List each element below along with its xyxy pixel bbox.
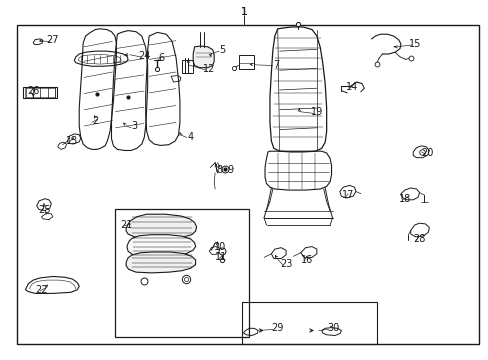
Polygon shape: [126, 252, 195, 273]
Bar: [238, 55, 254, 69]
Text: 25: 25: [39, 204, 51, 215]
Text: 3: 3: [131, 121, 137, 131]
Polygon shape: [193, 46, 214, 68]
Text: 16: 16: [300, 255, 313, 265]
Text: 2: 2: [92, 116, 98, 126]
Text: 27: 27: [46, 35, 59, 45]
Text: 28: 28: [412, 234, 425, 244]
Text: 17: 17: [341, 190, 354, 200]
Text: 10: 10: [213, 242, 226, 252]
Text: 8: 8: [216, 165, 222, 175]
Text: 19: 19: [310, 107, 323, 117]
Text: 1: 1: [241, 6, 247, 17]
Bar: [242, 302, 376, 344]
Text: 6: 6: [158, 53, 164, 63]
Polygon shape: [126, 214, 196, 238]
Text: 9: 9: [227, 165, 233, 175]
Text: 11: 11: [214, 252, 227, 262]
Bar: [23, 87, 57, 98]
Text: 23: 23: [279, 258, 292, 269]
Bar: [17, 25, 478, 344]
Text: 22: 22: [35, 285, 48, 295]
Text: 26: 26: [27, 86, 40, 96]
Text: 5: 5: [219, 45, 225, 55]
Text: 13: 13: [66, 136, 79, 146]
Text: 24: 24: [138, 51, 150, 61]
Text: 15: 15: [407, 39, 420, 49]
Text: 7: 7: [273, 60, 279, 70]
Polygon shape: [127, 235, 195, 256]
Text: 30: 30: [326, 323, 339, 333]
Text: 4: 4: [187, 132, 193, 142]
Text: 1: 1: [241, 6, 247, 17]
Text: 18: 18: [398, 194, 410, 204]
Text: 12: 12: [203, 64, 215, 74]
Text: 20: 20: [421, 148, 433, 158]
Bar: [115, 209, 249, 337]
Text: 14: 14: [345, 82, 358, 92]
Text: 29: 29: [271, 323, 284, 333]
Text: 21: 21: [120, 220, 132, 230]
Bar: [25, 88, 55, 97]
Bar: [182, 60, 192, 73]
